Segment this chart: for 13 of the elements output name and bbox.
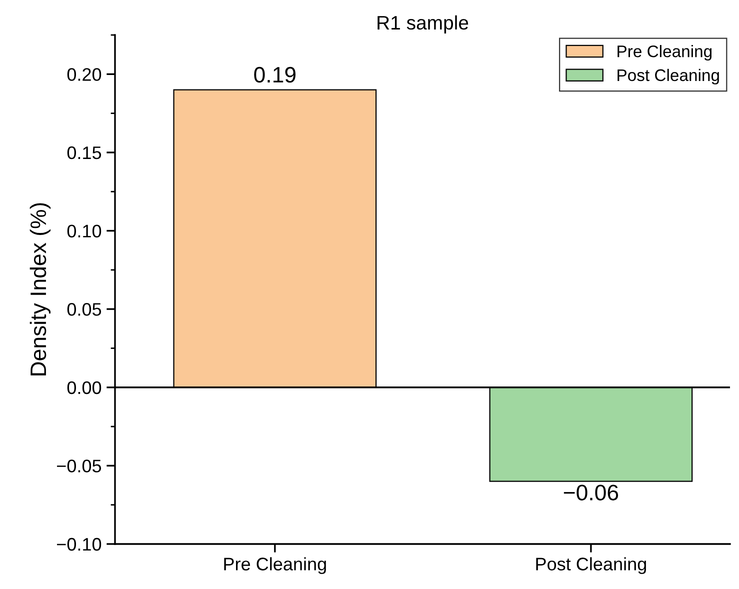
y-tick-label: 0.15 [67, 146, 102, 160]
legend-label: Pre Cleaning [618, 45, 712, 61]
data-label: −0.06 [564, 484, 618, 500]
y-tick-label: 0.05 [67, 303, 102, 316]
chart-title: R1 sample [378, 15, 468, 34]
legend-label: Post Cleaning [618, 68, 719, 84]
y-axis-title: Density Index (%) [30, 203, 51, 376]
y-tick-label: −0.05 [57, 460, 102, 472]
y-tick-label: 0.00 [67, 381, 102, 394]
y-tick-label: 0.10 [67, 224, 102, 238]
data-label: 0.19 [254, 66, 296, 83]
y-tick-label: −0.10 [57, 538, 102, 551]
y-tick-label: 0.20 [67, 68, 102, 81]
